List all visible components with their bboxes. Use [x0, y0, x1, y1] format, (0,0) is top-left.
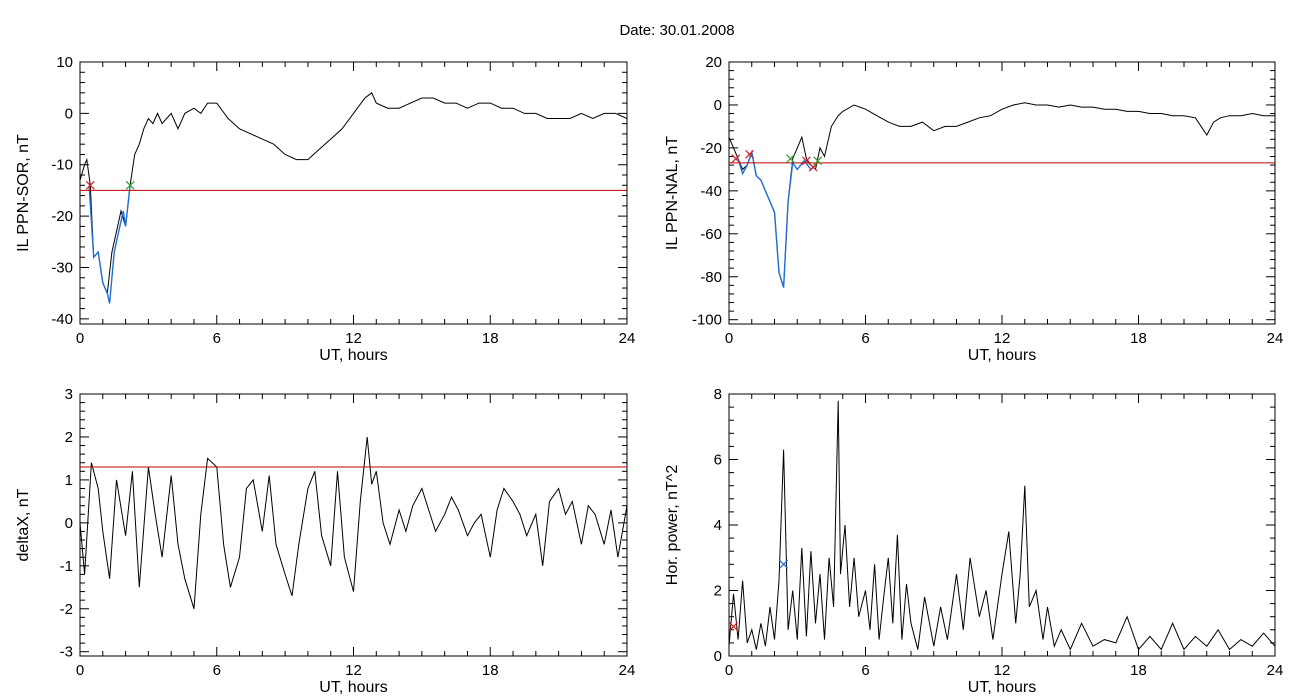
x-tick-label: 6	[213, 662, 221, 679]
event-marker	[813, 156, 823, 166]
x-tick-label: 24	[1267, 330, 1284, 347]
plot-frame	[79, 393, 628, 657]
y-tick-label: -80	[700, 269, 722, 286]
series-line-1	[729, 400, 1275, 651]
x-tick-label: 0	[76, 330, 84, 347]
event-marker	[745, 149, 754, 159]
y-tick-label: 2	[65, 429, 73, 446]
y-tick-label: 2	[714, 583, 722, 600]
y-tick-label: -20	[700, 140, 722, 157]
x-tick-label: 18	[482, 662, 499, 679]
y-tick-label: 4	[714, 517, 722, 534]
x-tick-label: 12	[345, 330, 362, 347]
chart-panel-1: 0 6 12 18 24 10 0 -10 -20 -30 -40 UT, hours IL PPN-S…	[15, 54, 635, 364]
y-tick-label: -100	[692, 312, 722, 329]
y-tick-label: -3	[60, 644, 73, 661]
plot-area	[729, 400, 1275, 651]
chart-panel-2: 0 6 12 18 24 20 0 -20 -40 -60 -80 -100 UT, hours IL P…	[664, 54, 1283, 364]
plot-area	[80, 92, 627, 304]
chart-panel-3: 0 6 12 18 24 3 2 1 0 -1 -2 -3 UT, hours deltaX, nT	[15, 386, 635, 696]
chart-panel-4: 0 6 12 18 24 8 6 4 2 0 UT, hours Hor. power, nT^2	[664, 386, 1283, 696]
y-tick-label: -1	[60, 558, 73, 575]
x-tick-label: 12	[345, 662, 362, 679]
y-tick-label: 0	[714, 648, 722, 665]
plot-frame	[728, 61, 1276, 325]
event-marker	[779, 559, 789, 569]
x-tick-label: 24	[619, 330, 636, 347]
event-marker	[125, 180, 135, 190]
plot-area	[729, 102, 1275, 288]
y-axis-label: Hor. power, nT^2	[664, 465, 681, 586]
y-axis-label: IL PPN-SOR, nT	[15, 134, 32, 252]
y-tick-label: -40	[51, 311, 73, 328]
x-tick-label: 12	[994, 662, 1011, 679]
y-tick-label: -40	[700, 183, 722, 200]
x-axis-label: UT, hours	[319, 347, 387, 364]
x-tick-label: 12	[994, 330, 1011, 347]
y-tick-label: 8	[714, 386, 722, 403]
x-axis-label: UT, hours	[968, 347, 1036, 364]
x-tick-label: 6	[861, 330, 869, 347]
plot-area	[80, 436, 627, 609]
x-tick-label: 6	[861, 662, 869, 679]
series-line-2	[88, 185, 131, 304]
y-tick-label: 20	[705, 54, 722, 71]
y-tick-label: -30	[51, 259, 73, 276]
y-tick-label: 10	[56, 54, 73, 71]
x-tick-label: 18	[1130, 330, 1147, 347]
x-tick-label: 24	[1267, 662, 1284, 679]
x-tick-label: 0	[725, 662, 733, 679]
event-marker	[729, 622, 738, 631]
event-marker	[85, 180, 95, 190]
y-tick-label: -10	[51, 157, 73, 174]
x-axis-label: UT, hours	[968, 679, 1036, 696]
y-tick-label: 0	[714, 97, 722, 114]
y-tick-label: 1	[65, 472, 73, 489]
plot-frame	[728, 393, 1276, 657]
plot-frame	[79, 61, 628, 325]
series-line-1	[80, 92, 627, 296]
y-tick-label: -2	[60, 601, 73, 618]
x-tick-label: 24	[619, 662, 636, 679]
figure-title: Date: 30.01.2008	[619, 22, 734, 39]
y-axis-label: deltaX, nT	[15, 488, 32, 561]
y-tick-label: 0	[65, 105, 73, 122]
event-marker	[808, 162, 818, 172]
series-line-1	[80, 436, 627, 609]
y-tick-label: 6	[714, 452, 722, 469]
series-line-1	[729, 102, 1275, 288]
y-tick-label: -20	[51, 208, 73, 225]
x-tick-label: 0	[76, 662, 84, 679]
series-line-2	[737, 149, 816, 288]
x-tick-label: 18	[482, 330, 499, 347]
x-axis-label: UT, hours	[319, 679, 387, 696]
y-axis-label: IL PPN-NAL, nT	[664, 136, 681, 250]
x-tick-label: 6	[213, 330, 221, 347]
event-marker	[731, 154, 741, 164]
y-tick-label: 0	[65, 515, 73, 532]
x-tick-label: 0	[725, 330, 733, 347]
y-tick-label: -60	[700, 226, 722, 243]
x-tick-label: 18	[1130, 662, 1147, 679]
event-marker	[786, 154, 795, 164]
y-tick-label: 3	[65, 386, 73, 403]
